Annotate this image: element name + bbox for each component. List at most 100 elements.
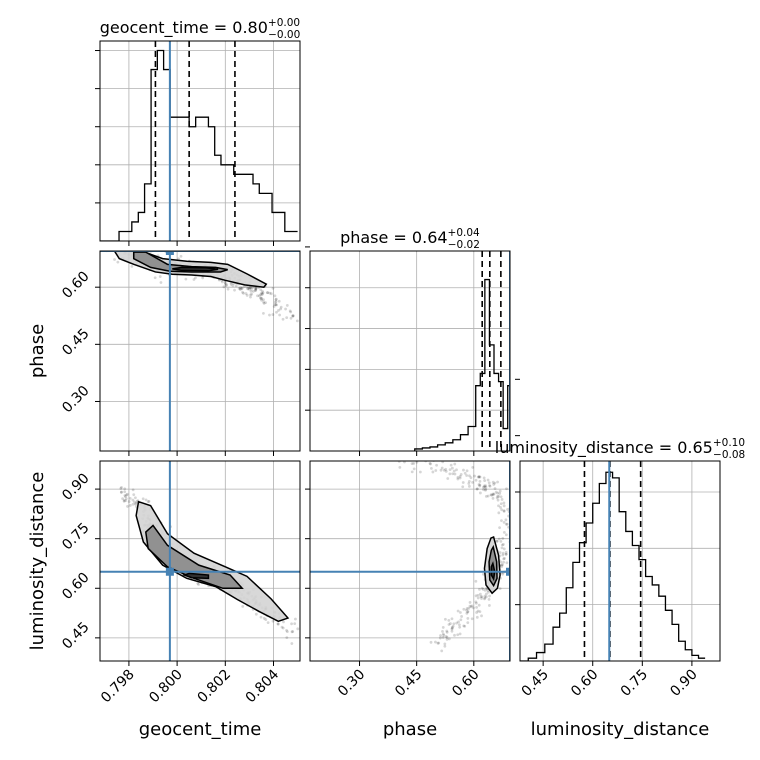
scatter-point (500, 543, 504, 547)
scatter-point (290, 622, 293, 626)
scatter-point (133, 247, 136, 250)
scatter-point (249, 286, 253, 290)
marginal-title: geocent_time = 0.80+0.00 −0.00 (100, 17, 301, 41)
scatter-point (480, 595, 484, 599)
scatter-point (273, 294, 277, 298)
axes-frame (309, 460, 511, 662)
scatter-point (476, 593, 480, 597)
scatter-point (448, 468, 452, 472)
scatter-point (131, 502, 135, 506)
scatter-point (281, 626, 285, 630)
scatter-point (410, 462, 414, 466)
axes-frame (99, 40, 301, 242)
scatter-point (514, 510, 517, 513)
scatter-point (289, 316, 293, 320)
scatter-point (279, 305, 283, 309)
scatter-point (269, 292, 273, 296)
scatter-point (249, 287, 253, 291)
title-sup: +0.04 (448, 227, 480, 239)
scatter-point (504, 533, 508, 537)
scatter-point (444, 469, 448, 473)
scatter-point (455, 621, 459, 625)
scatter-point (478, 588, 481, 591)
truth-marker (165, 251, 174, 255)
scatter-point (274, 300, 278, 303)
y-tick-label: 0.30 (59, 383, 92, 416)
scatter-point (474, 600, 478, 604)
scatter-point (478, 484, 482, 488)
scatter-point (266, 621, 270, 624)
scatter-point (449, 463, 453, 467)
scatter-point (497, 504, 500, 508)
scatter-point (259, 296, 263, 300)
scatter-point (466, 610, 470, 614)
scatter-point (491, 496, 495, 500)
axes-frame (309, 250, 511, 452)
scatter-point (403, 461, 406, 464)
truth-marker (506, 567, 510, 576)
scatter-point (476, 487, 479, 491)
scatter-point (498, 526, 501, 530)
scatter-point (233, 288, 236, 292)
scatter-point (443, 642, 447, 646)
scatter-point (262, 616, 266, 620)
scatter-point (505, 561, 509, 565)
scatter-point (259, 288, 263, 292)
scatter-point (489, 493, 493, 497)
scatter-point (265, 291, 269, 294)
x-tick-label: 0.802 (194, 667, 234, 707)
scatter-point (461, 485, 465, 489)
scatter-point (482, 488, 485, 492)
scatter-point (288, 309, 292, 313)
scatter-point (502, 509, 506, 512)
scatter-point (491, 493, 495, 497)
scatter-point (451, 472, 455, 476)
scatter-point (144, 498, 148, 502)
scatter-point (259, 296, 262, 300)
x-axis-label-phase: phase (383, 719, 437, 740)
scatter-point (247, 287, 251, 291)
scatter-point (445, 635, 449, 639)
scatter-point (291, 314, 295, 318)
scatter-point (465, 469, 469, 473)
scatter-point (122, 499, 126, 503)
contour-level (132, 251, 228, 273)
axes-frame (99, 460, 301, 662)
scatter-point (295, 319, 299, 323)
scatter-point (502, 520, 506, 524)
scatter-point (479, 595, 483, 599)
scatter-point (147, 499, 151, 503)
scatter-point (501, 553, 505, 557)
scatter-point (441, 626, 445, 629)
scatter-point (484, 484, 487, 488)
scatter-point (480, 597, 483, 600)
x-axis-label-geocent_time: geocent_time (139, 719, 262, 740)
scatter-point (125, 492, 129, 496)
scatter-point (502, 504, 506, 508)
scatter-point (272, 305, 276, 308)
x-tick-label: 0.75 (618, 667, 651, 700)
scatter-point (254, 287, 258, 291)
scatter-point (514, 537, 517, 540)
scatter-point (504, 552, 508, 556)
scatter-point (452, 622, 456, 626)
scatter-point (303, 633, 306, 636)
scatter-point (400, 453, 403, 456)
title-text: phase = 0.64 (340, 228, 447, 247)
scatter-point (438, 636, 442, 640)
x-tick-label: 0.60 (449, 667, 482, 700)
scatter-point (514, 514, 517, 517)
scatter-point (474, 601, 478, 605)
scatter-point (487, 597, 491, 601)
scatter-point (450, 466, 454, 470)
histogram-phase (414, 278, 510, 451)
scatter-point (240, 286, 244, 290)
scatter-point (437, 641, 441, 645)
scatter-point (495, 539, 499, 543)
scatter-point (480, 586, 484, 590)
scatter-point (271, 286, 275, 290)
scatter-point (468, 601, 472, 604)
scatter-point (123, 494, 127, 497)
scatter-point (466, 621, 470, 625)
scatter-point (467, 479, 471, 483)
